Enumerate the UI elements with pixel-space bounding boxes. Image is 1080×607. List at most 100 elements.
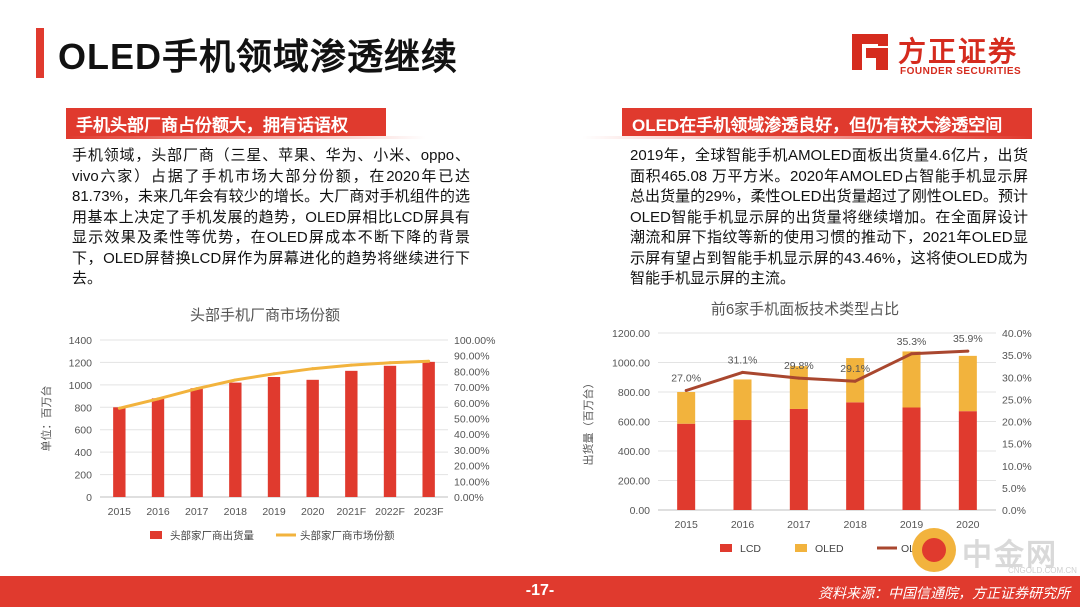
data-label: 35.9% bbox=[953, 333, 983, 345]
y2-tick-label: 10.0% bbox=[1002, 461, 1032, 473]
line-point bbox=[797, 376, 801, 380]
bar-LCD bbox=[733, 420, 752, 510]
legend-swatch bbox=[720, 544, 732, 552]
y-tick-label: 600 bbox=[74, 425, 92, 437]
bar-LCD bbox=[846, 402, 865, 510]
bar-LCD bbox=[902, 407, 921, 510]
logo-name-en: FOUNDER SECURITIES bbox=[900, 66, 1022, 77]
line-point bbox=[741, 370, 744, 374]
x-tick-label: 2016 bbox=[731, 519, 755, 531]
y2-tick-label: 20.00% bbox=[454, 461, 490, 473]
x-tick-label: 2015 bbox=[108, 506, 132, 518]
data-label: 29.1% bbox=[840, 363, 870, 375]
bar-头部家厂商出货量 bbox=[229, 382, 242, 497]
watermark-name: 中金网 bbox=[962, 539, 1058, 572]
x-tick-label: 2017 bbox=[787, 519, 811, 531]
y-tick-label: 1200 bbox=[69, 357, 93, 369]
line-point bbox=[233, 378, 237, 382]
left-paragraph: 手机领域，头部厂商（三星、苹果、华为、小米、oppo、vivo六家）占据了手机市… bbox=[72, 147, 470, 287]
y-tick-label: 600.00 bbox=[618, 417, 650, 429]
line-point bbox=[853, 379, 857, 383]
line-point bbox=[388, 361, 392, 365]
line-point bbox=[272, 372, 276, 376]
y2-tick-label: 40.0% bbox=[1002, 328, 1032, 340]
bar-LCD bbox=[958, 411, 977, 510]
bar-头部家厂商出货量 bbox=[383, 365, 397, 497]
left-chart-title: 头部手机厂商市场份额 bbox=[189, 307, 340, 324]
line-point bbox=[427, 359, 431, 363]
y2-tick-label: 0.00% bbox=[454, 492, 484, 504]
y2-tick-label: 20.0% bbox=[1002, 417, 1032, 429]
company-logo: 方正证券 FOUNDER SECURITIES bbox=[848, 30, 1038, 80]
line-point bbox=[910, 352, 913, 356]
y-tick-label: 400 bbox=[74, 447, 92, 459]
line-point bbox=[684, 389, 688, 393]
right-paragraph: 2019年，全球智能手机AMOLED面板出货量4.6亿片，出货面积465.08 … bbox=[630, 147, 1028, 287]
x-tick-label: 2022F bbox=[375, 506, 405, 518]
right-chart-title: 前6家手机面板技术类型占比 bbox=[710, 301, 900, 318]
data-label: 27.0% bbox=[671, 373, 701, 385]
x-tick-label: 2017 bbox=[185, 506, 209, 518]
y2-tick-label: 60.00% bbox=[454, 398, 490, 410]
bar-头部家厂商出货量 bbox=[306, 379, 319, 497]
x-tick-label: 2018 bbox=[843, 519, 867, 531]
x-tick-label: 2015 bbox=[674, 519, 698, 531]
footer-bar bbox=[0, 576, 1080, 607]
y2-tick-label: 25.0% bbox=[1002, 394, 1032, 406]
bar-OLED bbox=[958, 355, 977, 412]
title-accent-bar bbox=[36, 28, 44, 78]
legend-swatch bbox=[150, 531, 162, 539]
data-label: 35.3% bbox=[897, 336, 927, 348]
logo-name-cn: 方正证券 bbox=[898, 36, 1019, 67]
right-section-heading: OLED在手机领域渗透良好，但仍有较大渗透空间 bbox=[582, 108, 1032, 139]
y2-tick-label: 80.00% bbox=[454, 366, 490, 378]
bar-头部家厂商出货量 bbox=[345, 370, 358, 497]
line-point bbox=[156, 397, 160, 401]
data-label: 31.1% bbox=[728, 354, 758, 366]
y2-tick-label: 40.00% bbox=[454, 429, 490, 441]
line-point bbox=[117, 406, 121, 410]
x-tick-label: 2019 bbox=[262, 506, 286, 518]
bar-OLED bbox=[789, 366, 808, 409]
y2-tick-label: 5.0% bbox=[1002, 483, 1026, 495]
data-label: 29.8% bbox=[784, 360, 814, 372]
page-number: -17- bbox=[525, 582, 555, 599]
page-title: OLED手机领域渗透继续 bbox=[58, 36, 459, 77]
bar-头部家厂商出货量 bbox=[267, 377, 281, 497]
left-section-heading: 手机头部厂商占份额大，拥有话语权 bbox=[66, 108, 426, 139]
line-OLED占比 bbox=[685, 349, 968, 392]
x-tick-label: 2020 bbox=[301, 506, 325, 518]
y-tick-label: 0.00 bbox=[630, 505, 651, 517]
legend-label: OLED bbox=[815, 543, 844, 555]
line-point bbox=[311, 367, 315, 371]
y-tick-label: 1200.00 bbox=[612, 328, 650, 340]
x-tick-label: 2019 bbox=[900, 519, 924, 531]
y2-tick-label: 100.00% bbox=[454, 335, 495, 347]
y2-tick-label: 35.0% bbox=[1002, 350, 1032, 362]
bar-头部家厂商出货量 bbox=[113, 407, 126, 497]
y-tick-label: 1000.00 bbox=[612, 358, 650, 370]
y2-tick-label: 50.00% bbox=[454, 414, 490, 426]
y-tick-label: 800 bbox=[74, 402, 92, 414]
left-chart: 0 200 400 600 800 1000 1200 1400 0.00% 10.00% 20.0… bbox=[40, 335, 495, 542]
x-tick-label: 2018 bbox=[224, 506, 248, 518]
founder-logo-icon bbox=[852, 34, 888, 70]
y2-tick-label: 15.0% bbox=[1002, 439, 1032, 451]
y-tick-label: 800.00 bbox=[618, 387, 650, 399]
watermark-url: CNGOLD.COM.CN bbox=[1008, 566, 1077, 575]
y-axis-label: 出货量（百万台） bbox=[581, 378, 595, 466]
bar-OLED bbox=[677, 392, 696, 424]
y2-tick-label: 30.0% bbox=[1002, 372, 1032, 384]
watermark: 中金网 CNGOLD.COM.CN bbox=[908, 528, 1077, 578]
legend-label: 头部家厂商出货量 bbox=[170, 529, 254, 542]
bar-LCD bbox=[789, 408, 808, 510]
y-tick-label: 1000 bbox=[69, 380, 93, 392]
y2-tick-label: 70.00% bbox=[454, 382, 490, 394]
legend-label: 头部家厂商市场份额 bbox=[300, 529, 395, 542]
y-tick-label: 200 bbox=[74, 470, 92, 482]
x-tick-label: 2016 bbox=[146, 506, 170, 518]
y-axis-label: 单位：百万台 bbox=[40, 386, 53, 452]
line-point bbox=[349, 363, 353, 367]
bar-OLED bbox=[902, 351, 921, 408]
legend-label: LCD bbox=[740, 543, 761, 555]
